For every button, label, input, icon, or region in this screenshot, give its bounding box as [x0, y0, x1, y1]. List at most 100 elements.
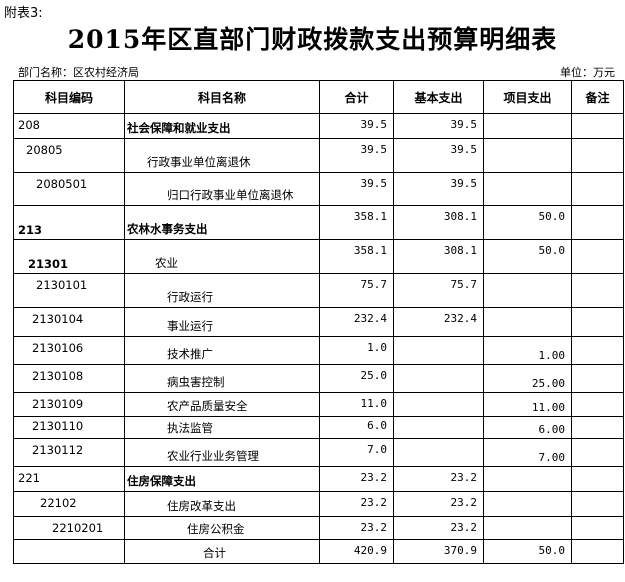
total-row: 合计 420.9 370.9 50.0: [13, 539, 624, 564]
row-project: [483, 138, 572, 173]
row-total: 23.2: [319, 516, 394, 540]
row-project: [483, 516, 572, 540]
row-note: [571, 364, 624, 393]
row-note: [571, 239, 624, 274]
row-code: 21301: [13, 239, 125, 274]
row-basic: 370.9: [393, 539, 484, 564]
row-total: 11.0: [319, 392, 394, 417]
row-total: 23.2: [319, 466, 394, 492]
department-name: 部门名称：区农村经济局: [18, 66, 139, 79]
row-total: 39.5: [319, 172, 394, 206]
row-basic: [393, 336, 484, 365]
row-name: 农业: [124, 239, 320, 274]
row-note: [571, 516, 624, 540]
header-code: 科目编码: [13, 80, 125, 114]
row-code: 22102: [13, 491, 125, 517]
row-basic: 39.5: [393, 113, 484, 139]
row-code: 2130112: [13, 438, 125, 467]
table-row: 2130101 行政运行 75.7 75.7: [13, 273, 624, 308]
row-note: [571, 392, 624, 417]
table-row: 2080501 归口行政事业单位离退休 39.5 39.5: [13, 172, 624, 206]
header-project: 项目支出: [483, 80, 572, 114]
row-total: 6.0: [319, 416, 394, 439]
table-row: 221 住房保障支出 23.2 23.2: [13, 466, 624, 492]
row-code: 2130106: [13, 336, 125, 365]
row-project: 1.00: [483, 336, 572, 365]
header-name: 科目名称: [124, 80, 320, 114]
row-code: 2080501: [13, 172, 125, 206]
row-code: [13, 539, 125, 564]
table-row: 22102 住房改革支出 23.2 23.2: [13, 491, 624, 517]
header-note: 备注: [571, 80, 624, 114]
table-header-row: 科目编码 科目名称 合计 基本支出 项目支出 备注: [13, 80, 624, 114]
row-code: 2130109: [13, 392, 125, 417]
row-basic: 39.5: [393, 172, 484, 206]
page-title: 2015年区直部门财政拨款支出预算明细表: [67, 25, 558, 54]
row-code: 2130104: [13, 307, 125, 337]
table-row: 21301 农业 358.1 308.1 50.0: [13, 239, 624, 274]
row-total: 7.0: [319, 438, 394, 467]
row-basic: 308.1: [393, 239, 484, 274]
row-note: [571, 438, 624, 467]
row-note: [571, 466, 624, 492]
table-row: 2130110 执法监管 6.0 6.00: [13, 416, 624, 439]
row-basic: [393, 364, 484, 393]
row-total: 75.7: [319, 273, 394, 308]
row-code: 2130101: [13, 273, 125, 308]
row-basic: [393, 416, 484, 439]
row-note: [571, 205, 624, 240]
row-total: 39.5: [319, 138, 394, 173]
row-project: 11.00: [483, 392, 572, 417]
row-project: [483, 273, 572, 308]
row-total: 358.1: [319, 205, 394, 240]
row-note: [571, 416, 624, 439]
row-total: 358.1: [319, 239, 394, 274]
table-row: 213 农林水事务支出 358.1 308.1 50.0: [13, 205, 624, 240]
unit-label: 单位：万元: [560, 66, 615, 79]
table-row: 2130109 农产品质量安全 11.0 11.00: [13, 392, 624, 417]
table-row: 2130104 事业运行 232.4 232.4: [13, 307, 624, 337]
row-name: 行政运行: [124, 273, 320, 308]
row-name: 住房改革支出: [124, 491, 320, 517]
row-name: 农林水事务支出: [124, 205, 320, 240]
row-code: 2130108: [13, 364, 125, 393]
row-basic: [393, 438, 484, 467]
row-total: 23.2: [319, 491, 394, 517]
row-basic: 232.4: [393, 307, 484, 337]
row-name: 住房公积金: [124, 516, 320, 540]
row-name: 归口行政事业单位离退休: [124, 172, 320, 206]
total-label: 合计: [124, 539, 320, 564]
row-name: 技术推广: [124, 336, 320, 365]
row-name: 农业行业业务管理: [124, 438, 320, 467]
row-note: [571, 113, 624, 139]
row-note: [571, 539, 624, 564]
table-row: 208 社会保障和就业支出 39.5 39.5: [13, 113, 624, 139]
row-note: [571, 491, 624, 517]
row-total: 39.5: [319, 113, 394, 139]
row-note: [571, 172, 624, 206]
row-basic: 75.7: [393, 273, 484, 308]
row-basic: 308.1: [393, 205, 484, 240]
row-name: 事业运行: [124, 307, 320, 337]
row-name: 执法监管: [124, 416, 320, 439]
row-project: 50.0: [483, 239, 572, 274]
row-note: [571, 273, 624, 308]
table-row: 2210201 住房公积金 23.2 23.2: [13, 516, 624, 540]
row-code: 208: [13, 113, 125, 139]
header-basic: 基本支出: [393, 80, 484, 114]
row-project: [483, 466, 572, 492]
table-row: 20805 行政事业单位离退休 39.5 39.5: [13, 138, 624, 173]
budget-table: 科目编码 科目名称 合计 基本支出 项目支出 备注 208 社会保障和就业支出 …: [13, 80, 624, 564]
row-project: 25.00: [483, 364, 572, 393]
row-project: [483, 113, 572, 139]
row-note: [571, 336, 624, 365]
table-row: 2130106 技术推广 1.0 1.00: [13, 336, 624, 365]
row-note: [571, 138, 624, 173]
row-project: [483, 491, 572, 517]
row-basic: 39.5: [393, 138, 484, 173]
header-total: 合计: [319, 80, 394, 114]
table-row: 2130108 病虫害控制 25.0 25.00: [13, 364, 624, 393]
row-total: 25.0: [319, 364, 394, 393]
row-project: [483, 172, 572, 206]
row-code: 213: [13, 205, 125, 240]
